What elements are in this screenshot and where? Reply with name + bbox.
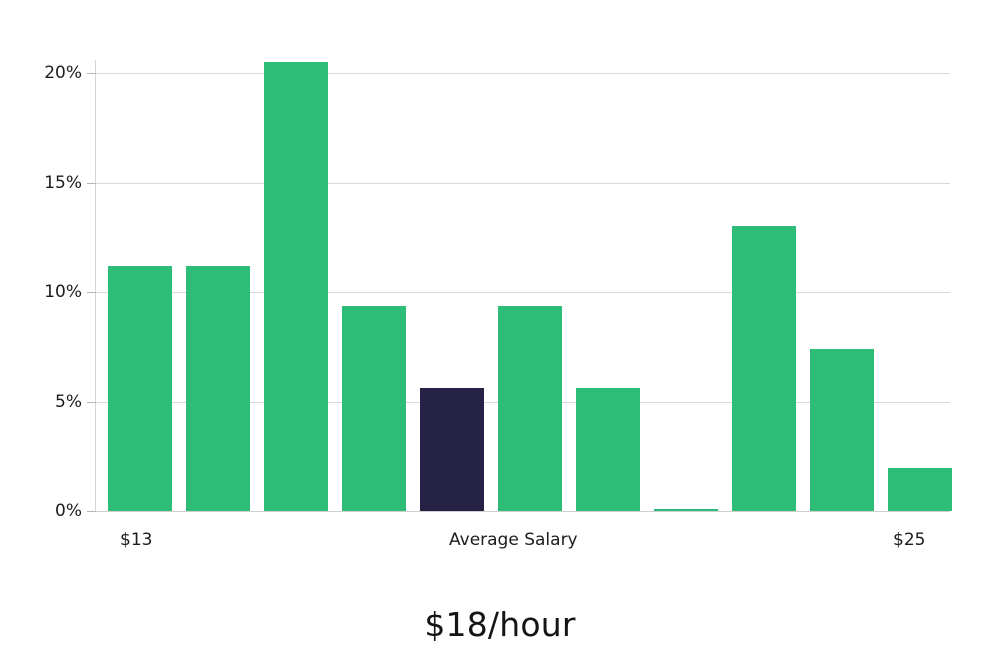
y-tick-mark	[87, 401, 96, 403]
bar[interactable]	[888, 468, 952, 511]
y-axis-spine	[95, 60, 96, 512]
bar[interactable]	[576, 388, 640, 511]
y-tick-mark	[87, 182, 96, 184]
bar[interactable]	[654, 508, 718, 511]
y-axis-tick-label: 15%	[44, 172, 82, 193]
bar[interactable]	[186, 265, 250, 511]
y-axis-tick-label: 10%	[44, 282, 82, 302]
x-axis-tick-label-min: $13	[120, 530, 153, 550]
gridline-0	[96, 511, 950, 512]
y-axis-tick-label: 20%	[44, 63, 82, 83]
bar[interactable]	[342, 306, 406, 511]
x-axis-title: Average Salary	[449, 530, 578, 550]
y-tick-mark	[87, 73, 96, 74]
gridline-20	[96, 73, 950, 74]
bar[interactable]	[498, 306, 562, 511]
chart-caption: $18/hour	[424, 605, 576, 644]
bar[interactable]	[810, 348, 874, 511]
bar-highlighted[interactable]	[420, 388, 484, 511]
bar[interactable]	[264, 62, 328, 511]
plot-area	[96, 60, 952, 511]
y-axis-tick-label: 5%	[55, 391, 82, 412]
y-axis-tick-label: 0%	[55, 501, 82, 521]
gridline-15	[96, 182, 950, 184]
y-tick-mark	[87, 292, 96, 293]
bar[interactable]	[108, 265, 172, 511]
bar[interactable]	[732, 226, 796, 511]
x-axis-tick-label-max: $25	[893, 530, 926, 550]
y-tick-mark	[87, 511, 96, 512]
gridline-10	[96, 292, 950, 293]
